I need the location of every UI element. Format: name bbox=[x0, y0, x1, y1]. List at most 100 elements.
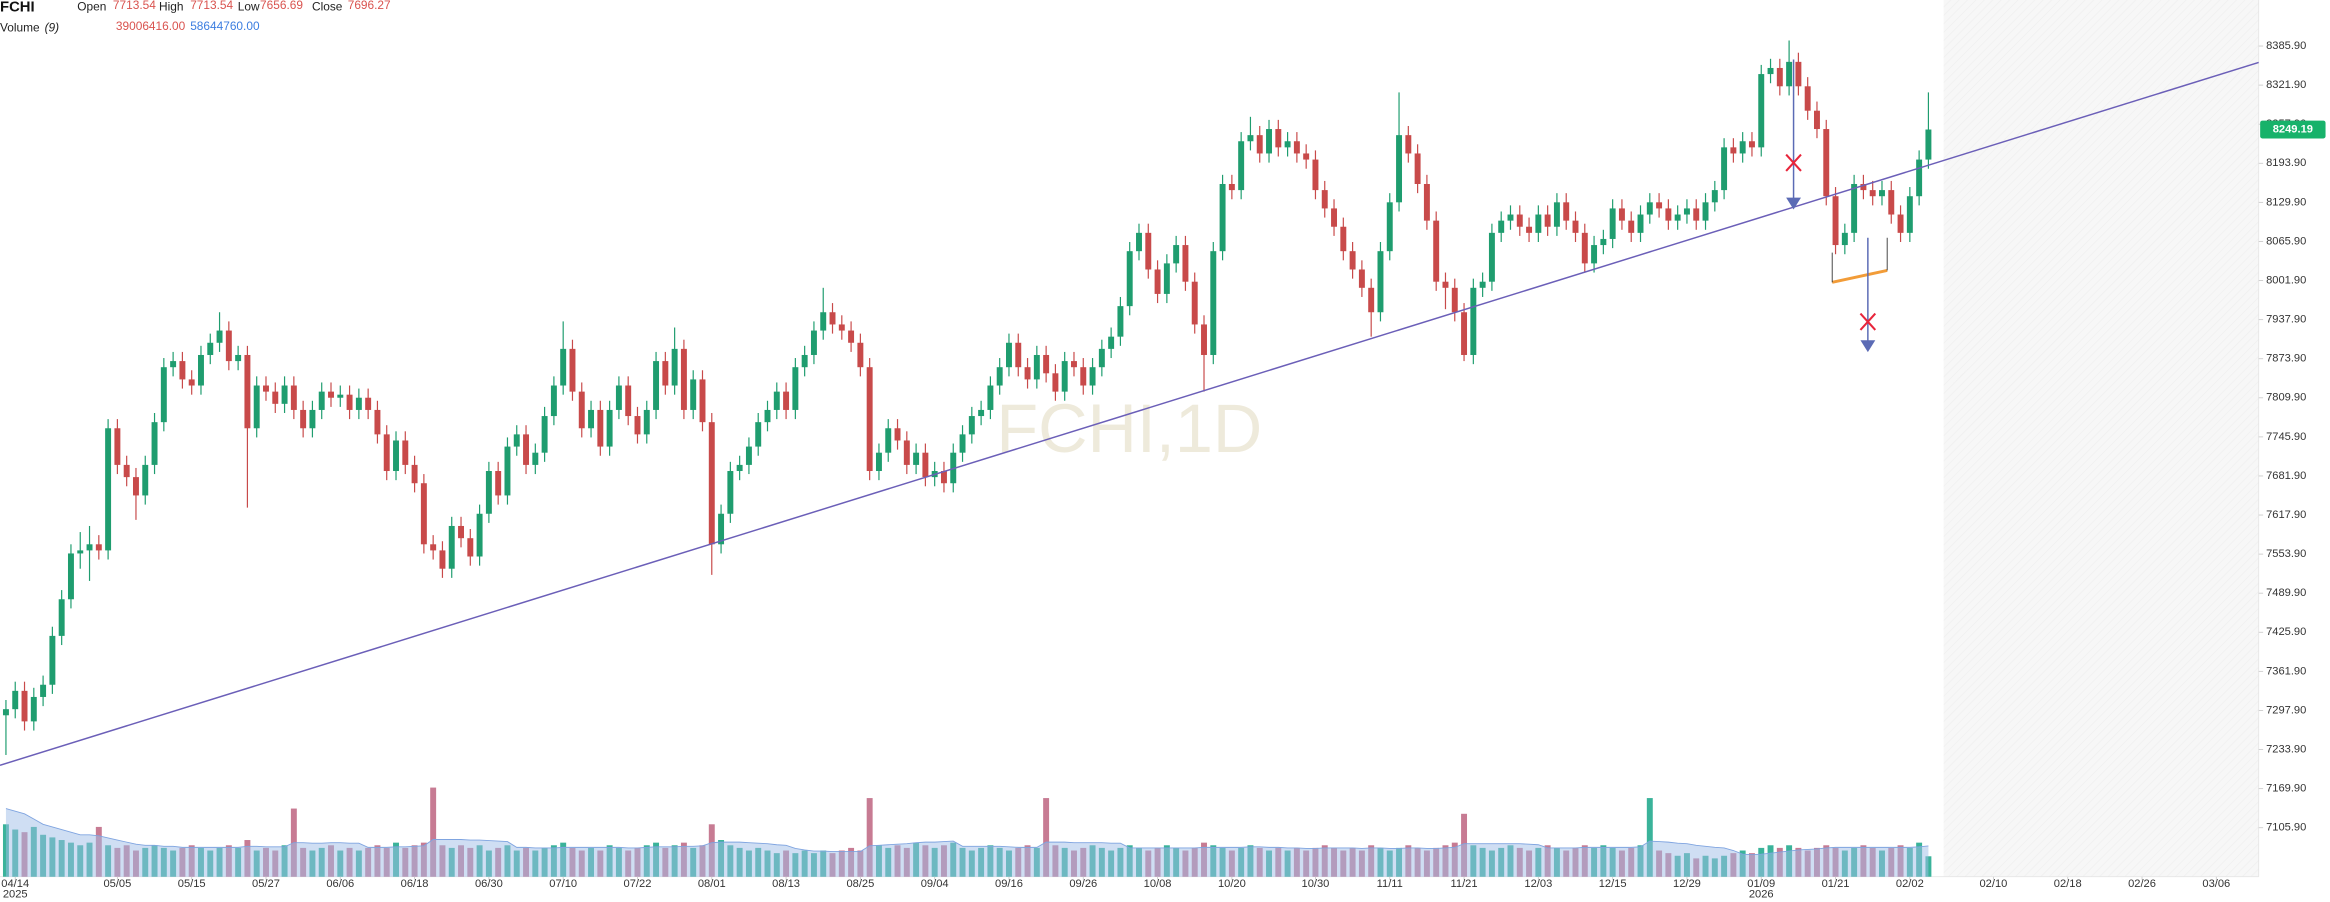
candle-body bbox=[1572, 220, 1579, 233]
x-tick-label: 02/18 bbox=[2054, 878, 2082, 890]
candle-body bbox=[1498, 220, 1505, 233]
candle-body bbox=[1916, 159, 1923, 197]
candle-body bbox=[1303, 153, 1310, 160]
price-panel bbox=[2, 40, 1932, 755]
candle-body bbox=[755, 422, 762, 447]
candle-body bbox=[1665, 208, 1672, 221]
candle-body bbox=[430, 544, 437, 551]
candle-body bbox=[1600, 238, 1607, 246]
x-tick-label: 01/21 bbox=[1822, 878, 1850, 890]
candle-body bbox=[1711, 190, 1718, 203]
candle-body bbox=[625, 385, 632, 417]
candle-body bbox=[634, 416, 641, 435]
x-tick-label: 11/21 bbox=[1451, 878, 1478, 890]
x-tick-label: 02/02 bbox=[1896, 878, 1924, 890]
y-tick-label: 8385.90 bbox=[2266, 40, 2306, 52]
candle-body bbox=[439, 550, 446, 569]
candle-body bbox=[1618, 208, 1625, 221]
x-tick-label: 02/26 bbox=[2128, 878, 2156, 890]
candle-body bbox=[1888, 190, 1895, 215]
candle-body bbox=[77, 550, 84, 554]
candle-body bbox=[1767, 67, 1774, 75]
candle-body bbox=[58, 599, 65, 636]
candle-body bbox=[1182, 245, 1189, 282]
candle-body bbox=[978, 409, 985, 417]
close-label: Close bbox=[312, 0, 343, 14]
symbol: FCHI bbox=[0, 0, 35, 15]
volume-ma-value: 58644760.00 bbox=[190, 19, 260, 33]
candle-body bbox=[866, 367, 873, 472]
candle-body bbox=[857, 342, 864, 368]
candle-body bbox=[49, 635, 56, 685]
low-value: 7656.69 bbox=[260, 0, 303, 12]
candle-body bbox=[95, 544, 102, 551]
candle-body bbox=[30, 696, 37, 722]
candle-body bbox=[1284, 141, 1291, 148]
volume-label: Volume bbox=[0, 20, 40, 34]
candle-body bbox=[1461, 312, 1468, 355]
candle-body bbox=[1377, 251, 1384, 313]
candle-body bbox=[1451, 287, 1458, 313]
candle-body bbox=[1832, 196, 1839, 246]
candle-body bbox=[1925, 129, 1932, 160]
candle-body bbox=[337, 394, 344, 398]
candle-body bbox=[1024, 367, 1031, 380]
candle-body bbox=[773, 391, 780, 410]
candle-body bbox=[1897, 214, 1904, 233]
candle-body bbox=[1553, 202, 1560, 227]
open-label: Open bbox=[77, 0, 106, 14]
candle-body bbox=[1201, 324, 1207, 355]
candle-body bbox=[458, 525, 464, 539]
volume-bar bbox=[2, 824, 9, 877]
candle-body bbox=[1841, 232, 1848, 246]
candle-body bbox=[987, 385, 994, 410]
candle-body bbox=[160, 367, 167, 423]
candle-body bbox=[1312, 159, 1319, 191]
candle-body bbox=[1386, 202, 1393, 252]
candle-body bbox=[968, 416, 975, 435]
candle-body bbox=[86, 544, 93, 551]
candle-body bbox=[1321, 190, 1328, 209]
trend-line bbox=[0, 61, 2259, 766]
y-tick-label: 7681.90 bbox=[2266, 470, 2306, 482]
x-tick-label: 05/15 bbox=[178, 878, 206, 890]
candle-body bbox=[1628, 220, 1635, 233]
candle-body bbox=[374, 409, 381, 435]
candle-body bbox=[1516, 214, 1523, 227]
y-tick-label: 7105.90 bbox=[2266, 822, 2306, 834]
candle-body bbox=[745, 446, 752, 465]
x-tick-label: 02/10 bbox=[1980, 878, 2008, 890]
candle-body bbox=[476, 513, 483, 557]
candle-body bbox=[1080, 367, 1087, 386]
x-tick-label: 09/16 bbox=[995, 878, 1023, 890]
candle-body bbox=[913, 452, 920, 465]
candle-body bbox=[1238, 141, 1245, 191]
candle-body bbox=[1544, 214, 1551, 227]
candle-body bbox=[253, 385, 260, 429]
candle-body bbox=[643, 409, 650, 435]
candle-body bbox=[328, 391, 334, 398]
candle-body bbox=[1340, 226, 1347, 252]
y-tick-label: 7809.90 bbox=[2266, 392, 2306, 404]
candle-body bbox=[1396, 135, 1403, 203]
candle-body bbox=[1433, 220, 1440, 282]
candle-body bbox=[235, 354, 242, 362]
candle-body bbox=[783, 391, 790, 410]
candle-body bbox=[393, 440, 399, 472]
candle-body bbox=[903, 440, 910, 465]
candle-body bbox=[1721, 147, 1728, 191]
candle-body bbox=[1358, 269, 1365, 288]
candle-body bbox=[532, 452, 539, 465]
x-tick-label: 12/29 bbox=[1673, 878, 1701, 890]
candle-body bbox=[838, 324, 845, 331]
candle-body bbox=[578, 391, 585, 429]
y-tick-label: 7425.90 bbox=[2266, 626, 2306, 638]
candle-body bbox=[615, 385, 622, 410]
candle-body bbox=[402, 440, 409, 465]
candle-body bbox=[1869, 190, 1876, 197]
candle-body bbox=[560, 348, 567, 386]
y-tick-label: 7553.90 bbox=[2266, 548, 2306, 560]
x-tick-label: 06/30 bbox=[475, 878, 503, 890]
candle-body bbox=[1098, 348, 1105, 368]
candle-body bbox=[151, 422, 158, 465]
